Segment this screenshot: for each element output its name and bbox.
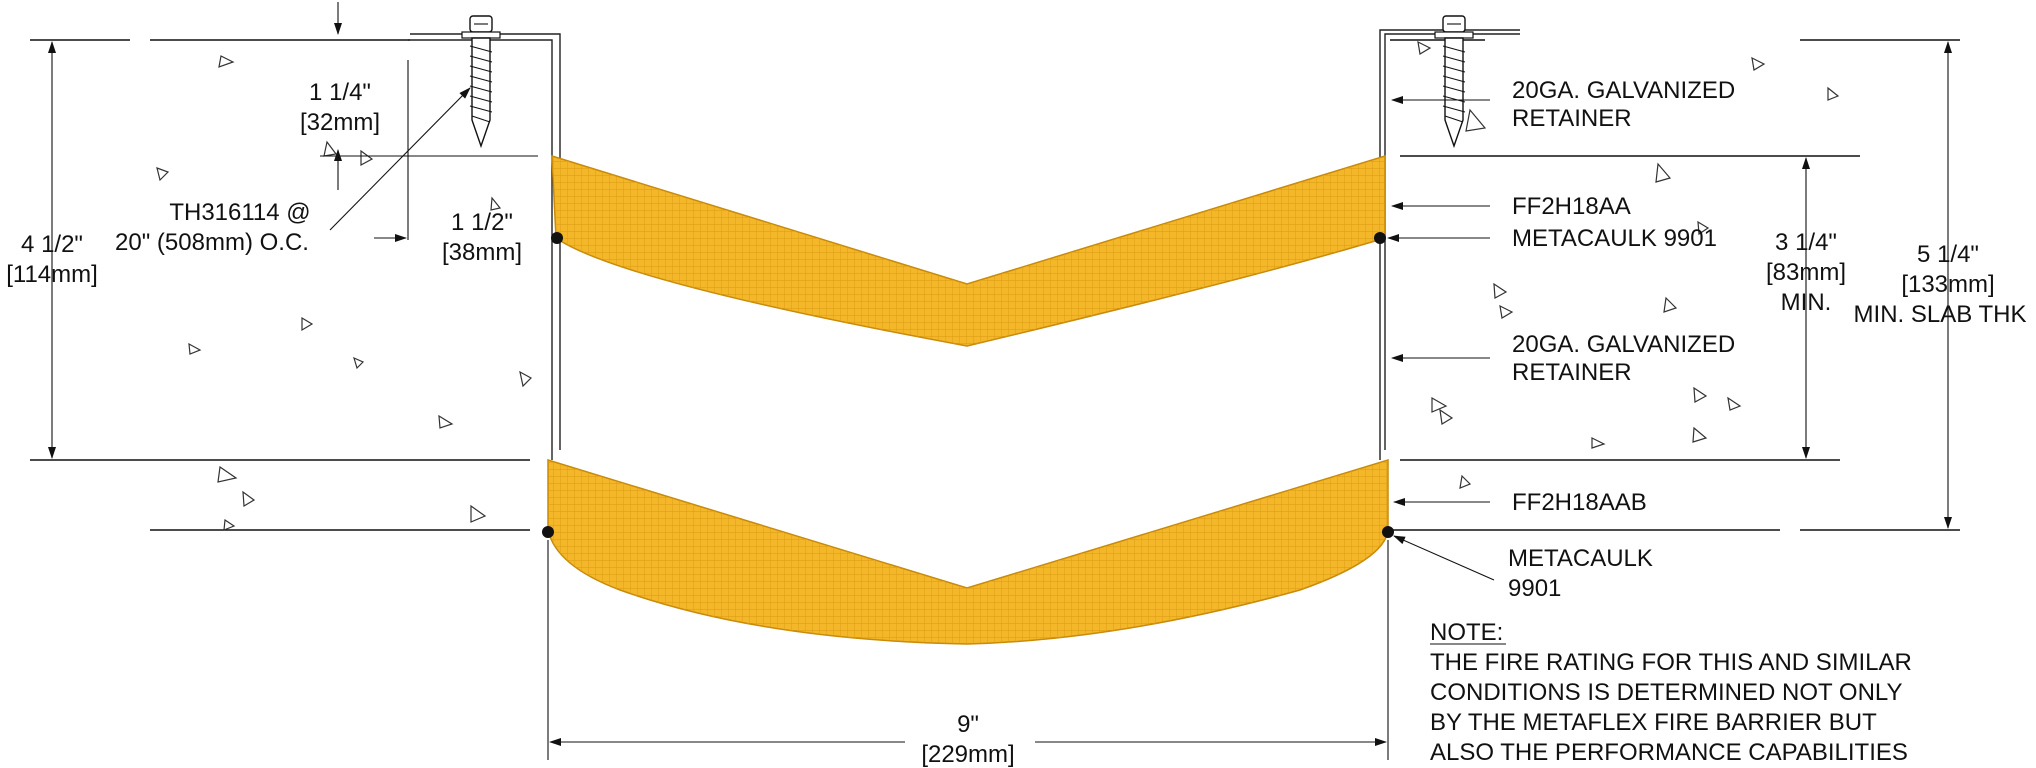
left-screw: [461, 15, 501, 149]
note-line-3: BY THE METAFLEX FIRE BARRIER BUT: [1430, 709, 1877, 736]
retainer-top-callout: 20GA. GALVANIZED RETAINER: [1391, 77, 1735, 132]
upper-left-caulk-bead: [551, 232, 563, 244]
retainer-mid-line2: RETAINER: [1512, 359, 1632, 386]
note-line-1: THE FIRE RATING FOR THIS AND SIMILAR: [1430, 649, 1912, 676]
lower-right-caulk-bead: [1382, 526, 1394, 538]
dim-5-1-4-fraction: 5 1/4": [1917, 241, 1979, 268]
dim-1-1-2-fraction: 1 1/2": [451, 209, 513, 236]
lower-left-caulk-bead: [542, 526, 554, 538]
dim-4-1-2-fraction: 4 1/2": [21, 231, 83, 258]
dim-9-metric: [229mm]: [921, 741, 1014, 768]
lower-caulk-line1: METACAULK: [1508, 545, 1653, 572]
left-retainer: [408, 33, 561, 460]
dimension-9: 9" [229mm]: [547, 540, 1389, 768]
upper-barrier-label: FF2H18AA: [1512, 193, 1631, 220]
dim-3-1-4-fraction: 3 1/4": [1775, 229, 1837, 256]
dim-5-1-4-note: MIN. SLAB THK: [1854, 301, 2027, 328]
upper-barrier-callout: FF2H18AA: [1391, 193, 1631, 220]
dimension-5-1-4: 5 1/4" [133mm] MIN. SLAB THK: [1854, 41, 2027, 529]
retainer-top-line2: RETAINER: [1512, 105, 1632, 132]
dim-1-1-4-metric: [32mm]: [300, 109, 380, 136]
retainer-mid-callout: 20GA. GALVANIZED RETAINER: [1391, 331, 1735, 386]
lower-barrier-label: FF2H18AAB: [1512, 489, 1647, 516]
dim-1-1-4-fraction: 1 1/4": [309, 79, 371, 106]
general-note: NOTE: THE FIRE RATING FOR THIS AND SIMIL…: [1430, 619, 1912, 766]
dim-1-1-2-metric: [38mm]: [442, 239, 522, 266]
dim-9-fraction: 9": [957, 711, 979, 738]
note-heading: NOTE:: [1430, 619, 1503, 646]
note-line-4: ALSO THE PERFORMANCE CAPABILITIES: [1430, 739, 1908, 766]
retainer-mid-line1: 20GA. GALVANIZED: [1512, 331, 1735, 358]
dim-3-1-4-metric: [83mm]: [1766, 259, 1846, 286]
upper-caulk-label: METACAULK 9901: [1512, 225, 1717, 252]
dimension-4-1-2: 4 1/2" [114mm]: [6, 41, 98, 459]
fastener-callout: TH316114 @ 20" (508mm) O.C.: [115, 87, 471, 256]
dim-3-1-4-note: MIN.: [1781, 289, 1832, 316]
fastener-label-line2: 20" (508mm) O.C.: [115, 229, 309, 256]
dimension-1-1-2: 1 1/2" [38mm]: [374, 60, 522, 266]
lower-fire-barrier-FF2H18AAB: [547, 458, 1389, 645]
dim-4-1-2-metric: [114mm]: [6, 261, 98, 288]
dim-5-1-4-metric: [133mm]: [1901, 271, 1994, 298]
right-screw: [1434, 15, 1474, 149]
upper-fire-barrier-FF2H18AA: [551, 154, 1386, 347]
lower-caulk-callout: METACAULK 9901: [1393, 535, 1653, 602]
right-retainer: [1379, 29, 1520, 460]
retainer-top-line1: 20GA. GALVANIZED: [1512, 77, 1735, 104]
lower-barrier-callout: FF2H18AAB: [1393, 489, 1647, 516]
upper-right-caulk-bead: [1374, 232, 1386, 244]
left-aggregate-marks: [156, 55, 532, 531]
dimension-3-1-4: 3 1/4" [83mm] MIN.: [1766, 157, 1846, 459]
left-concrete-slab: [30, 39, 532, 531]
fastener-label-line1: TH316114 @: [169, 199, 310, 226]
right-aggregate-marks: [1417, 40, 1840, 489]
right-concrete-slab: [1390, 39, 1960, 531]
lower-caulk-line2: 9901: [1508, 575, 1561, 602]
dimension-1-1-4: 1 1/4" [32mm]: [300, 2, 538, 190]
note-line-2: CONDITIONS IS DETERMINED NOT ONLY: [1430, 679, 1903, 706]
upper-caulk-callout: METACAULK 9901: [1387, 225, 1717, 252]
